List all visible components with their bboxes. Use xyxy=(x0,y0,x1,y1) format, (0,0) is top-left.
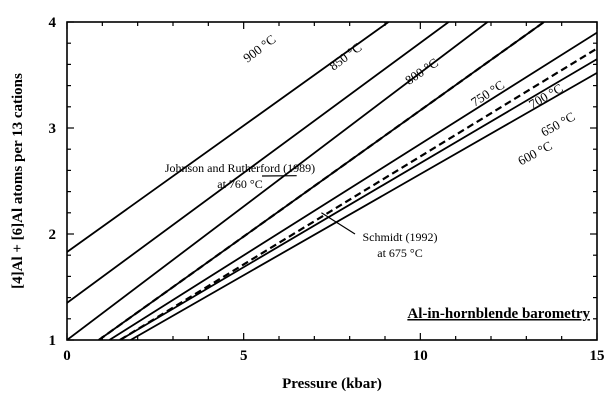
label-750: 750 °C xyxy=(468,77,507,110)
y-tick-4: 4 xyxy=(49,15,57,31)
annot-johnson-line1: Johnson and Rutherford (1989) xyxy=(165,161,315,175)
y-tick-3: 3 xyxy=(49,121,57,137)
label-650: 650 °C xyxy=(538,109,577,140)
y-axis-title: [4]Al + [6]Al atoms per 13 cations xyxy=(10,73,26,289)
isotherm-line-2 xyxy=(67,22,489,340)
plot-frame xyxy=(66,21,598,341)
label-800: 800 °C xyxy=(402,55,441,88)
annotation-johnson-rutherford: Johnson and Rutherford (1989) at 760 °C xyxy=(165,161,315,191)
label-850: 850 °C xyxy=(326,39,364,73)
label-600: 600 °C xyxy=(515,138,554,168)
box-label: Al-in-hornblende barometry xyxy=(407,306,590,322)
x-tick-15: 15 xyxy=(590,348,605,364)
x-tick-5: 5 xyxy=(240,348,248,364)
annot-schmidt-leader xyxy=(321,212,356,235)
annotation-schmidt: Schmidt (1992) at 675 °C xyxy=(321,212,438,260)
x-tick-labels: 0 5 10 15 xyxy=(63,348,604,364)
annot-schmidt-line2: at 675 °C xyxy=(377,246,422,260)
y-tick-2: 2 xyxy=(49,227,57,243)
axis-ticks xyxy=(66,21,598,341)
series-layer xyxy=(67,22,597,340)
label-900: 900 °C xyxy=(240,31,278,65)
isotherm-line-1 xyxy=(67,22,450,304)
isotherm-line-5 xyxy=(119,58,597,340)
y-tick-1: 1 xyxy=(49,333,57,349)
annot-schmidt-line1: Schmidt (1992) xyxy=(363,230,438,244)
isotherm-line-0 xyxy=(67,22,390,253)
x-tick-0: 0 xyxy=(63,348,71,364)
y-tick-labels: 1 2 3 4 xyxy=(49,15,57,349)
x-tick-10: 10 xyxy=(413,348,428,364)
annot-johnson-line2: at 760 °C xyxy=(217,177,262,191)
dashed-line-7 xyxy=(98,22,545,340)
x-axis-title: Pressure (kbar) xyxy=(282,376,382,392)
isotherm-line-4 xyxy=(108,31,597,340)
dashed-line-8 xyxy=(119,47,597,340)
label-700: 700 °C xyxy=(526,80,565,111)
isotherm-line-6 xyxy=(130,72,597,340)
